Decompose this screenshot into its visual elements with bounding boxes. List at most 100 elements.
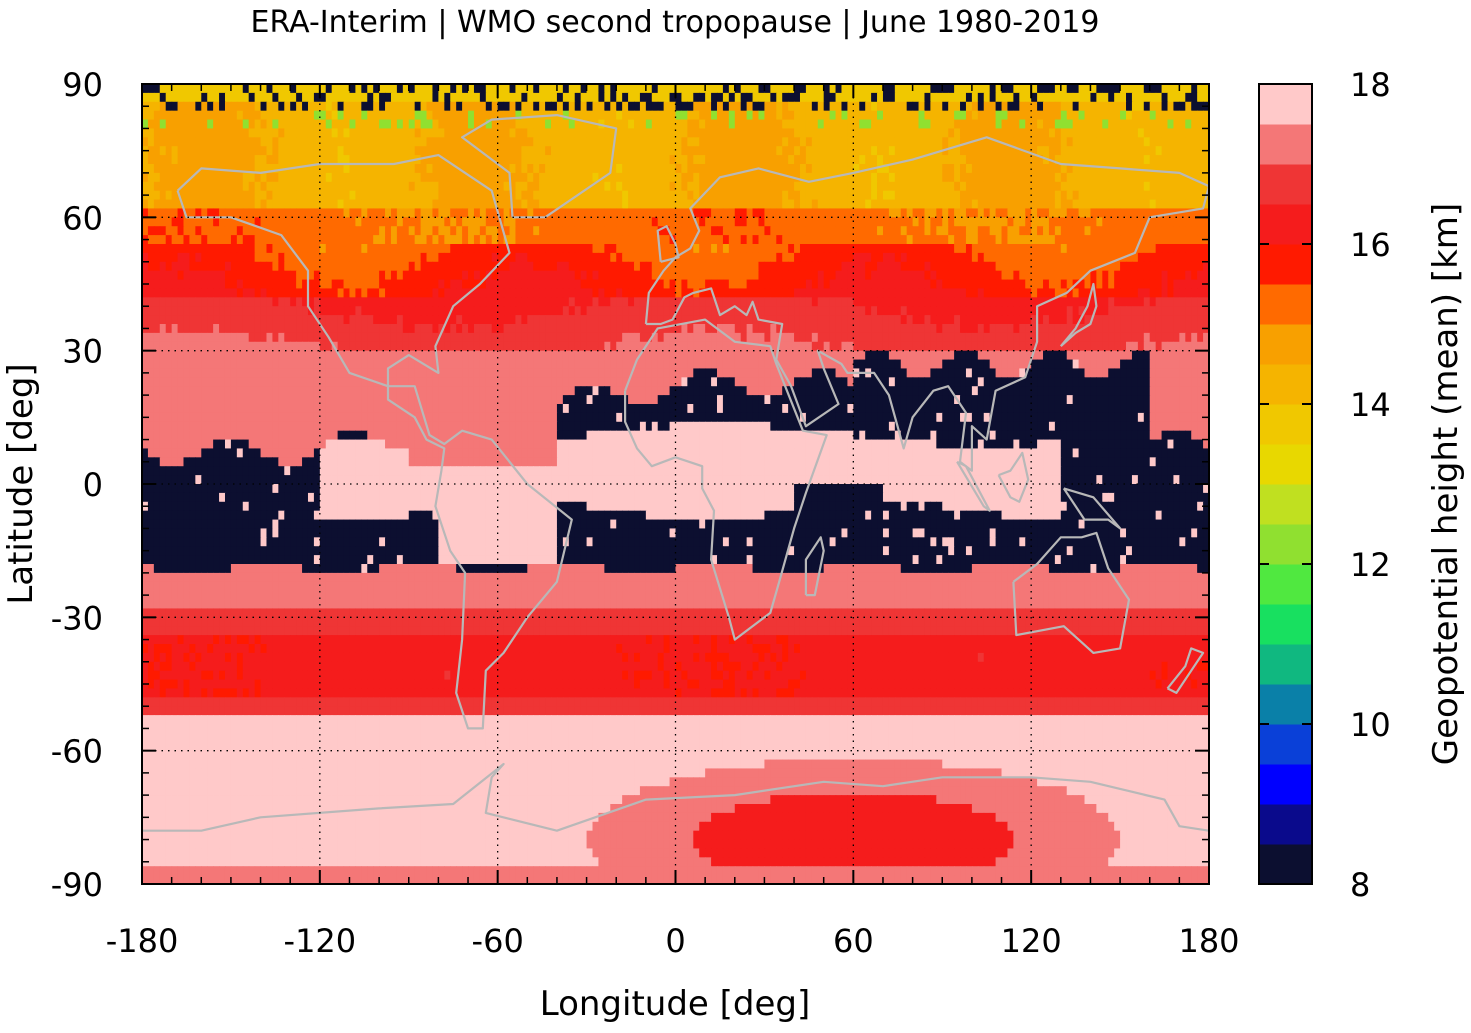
heatmap-cell	[823, 288, 831, 298]
heatmap-cell	[379, 128, 386, 138]
heatmap-cell	[960, 226, 967, 236]
heatmap-cell	[219, 199, 226, 210]
heatmap-cell	[716, 324, 724, 334]
heatmap-cell	[971, 217, 979, 227]
heatmap-cell	[835, 252, 843, 263]
heatmap-cell	[758, 199, 766, 210]
heatmap-cell	[722, 217, 730, 227]
heatmap-cell	[764, 315, 771, 325]
heatmap-cell	[628, 252, 635, 263]
heatmap-cell	[770, 110, 777, 121]
heatmap-cell	[302, 217, 309, 227]
heatmap-cell	[551, 199, 558, 210]
heatmap-cell	[367, 164, 374, 174]
heatmap-cell	[1137, 128, 1145, 138]
heatmap-cell	[693, 252, 700, 263]
heatmap-cell	[527, 261, 534, 272]
heatmap-cell	[177, 172, 185, 183]
heatmap-cell	[272, 297, 279, 307]
heatmap-cell	[1167, 137, 1175, 147]
heatmap-cell	[1114, 315, 1121, 325]
heatmap-cell	[278, 217, 285, 227]
heatmap-cell	[1137, 226, 1145, 236]
heatmap-cell	[551, 119, 558, 130]
heatmap-cell	[586, 306, 594, 316]
heatmap-cell	[444, 226, 451, 236]
heatmap-cell	[456, 146, 463, 156]
heatmap-cell	[355, 164, 362, 174]
heatmap-cell	[1108, 110, 1115, 121]
heatmap-cell	[171, 199, 179, 210]
heatmap-cell	[254, 190, 262, 201]
heatmap-cell	[568, 208, 576, 218]
heatmap-cell	[361, 252, 368, 263]
heatmap-cell	[1019, 235, 1026, 245]
heatmap-cell	[639, 119, 647, 130]
heatmap-cell	[1090, 155, 1097, 165]
heatmap-cell	[426, 324, 434, 334]
heatmap-cell	[479, 92, 487, 103]
heatmap-cell	[367, 181, 374, 192]
heatmap-cell	[1114, 101, 1121, 112]
heatmap-cell	[948, 92, 955, 103]
heatmap-cell	[616, 181, 623, 192]
heatmap-cell	[456, 190, 463, 201]
heatmap-cell	[290, 92, 297, 103]
heatmap-cell	[598, 226, 605, 236]
heatmap-cell	[663, 226, 671, 236]
heatmap-cell	[758, 324, 766, 334]
heatmap-cell	[331, 217, 339, 227]
heatmap-cell	[556, 84, 564, 94]
heatmap-cell	[894, 181, 902, 192]
heatmap-cell	[349, 155, 356, 165]
heatmap-cell	[746, 288, 754, 298]
heatmap-cell	[153, 164, 161, 174]
heatmap-cell	[924, 297, 931, 307]
heatmap-cell	[965, 297, 973, 307]
heatmap-cell	[705, 181, 712, 192]
heatmap-cell	[1019, 208, 1026, 218]
heatmap-cell	[266, 279, 274, 290]
heatmap-cell	[853, 306, 860, 316]
heatmap-cell	[1001, 190, 1009, 201]
heatmap-cell	[995, 172, 1003, 183]
heatmap-cell	[1197, 181, 1204, 192]
heatmap-cell	[503, 110, 511, 121]
heatmap-cell	[1019, 155, 1026, 165]
heatmap-cell	[408, 181, 416, 192]
heatmap-cell	[805, 252, 813, 263]
heatmap-cell	[746, 84, 754, 94]
heatmap-cell	[302, 155, 309, 165]
heatmap-cell	[272, 279, 279, 290]
heatmap-cell	[420, 252, 428, 263]
heatmap-cell	[657, 244, 665, 254]
heatmap-cell	[882, 252, 890, 263]
heatmap-cell	[331, 252, 339, 263]
heatmap-cell	[705, 92, 712, 103]
heatmap-cell	[473, 279, 481, 290]
heatmap-cell	[764, 244, 771, 254]
heatmap-cell	[722, 297, 730, 307]
heatmap-cell	[248, 306, 256, 316]
heatmap-cell	[521, 199, 528, 210]
heatmap-cell	[882, 288, 890, 298]
heatmap-cell	[1084, 208, 1092, 218]
heatmap-cell	[604, 110, 611, 121]
heatmap-cell	[639, 217, 647, 227]
heatmap-cell	[1120, 297, 1127, 307]
heatmap-cell	[195, 217, 202, 227]
heatmap-cell	[971, 92, 979, 103]
heatmap-cell	[841, 172, 849, 183]
heatmap-cell	[1031, 226, 1038, 236]
heatmap-cell	[859, 101, 866, 112]
heatmap-cell	[616, 252, 623, 263]
heatmap-cell	[971, 226, 979, 236]
heatmap-cell	[989, 181, 997, 192]
heatmap-cell	[545, 172, 552, 183]
heatmap-cell	[829, 92, 837, 103]
heatmap-cell	[224, 155, 232, 165]
heatmap-cell	[527, 137, 534, 147]
heatmap-cell	[313, 172, 321, 183]
heatmap-cell	[562, 217, 570, 227]
heatmap-cell	[960, 279, 967, 290]
